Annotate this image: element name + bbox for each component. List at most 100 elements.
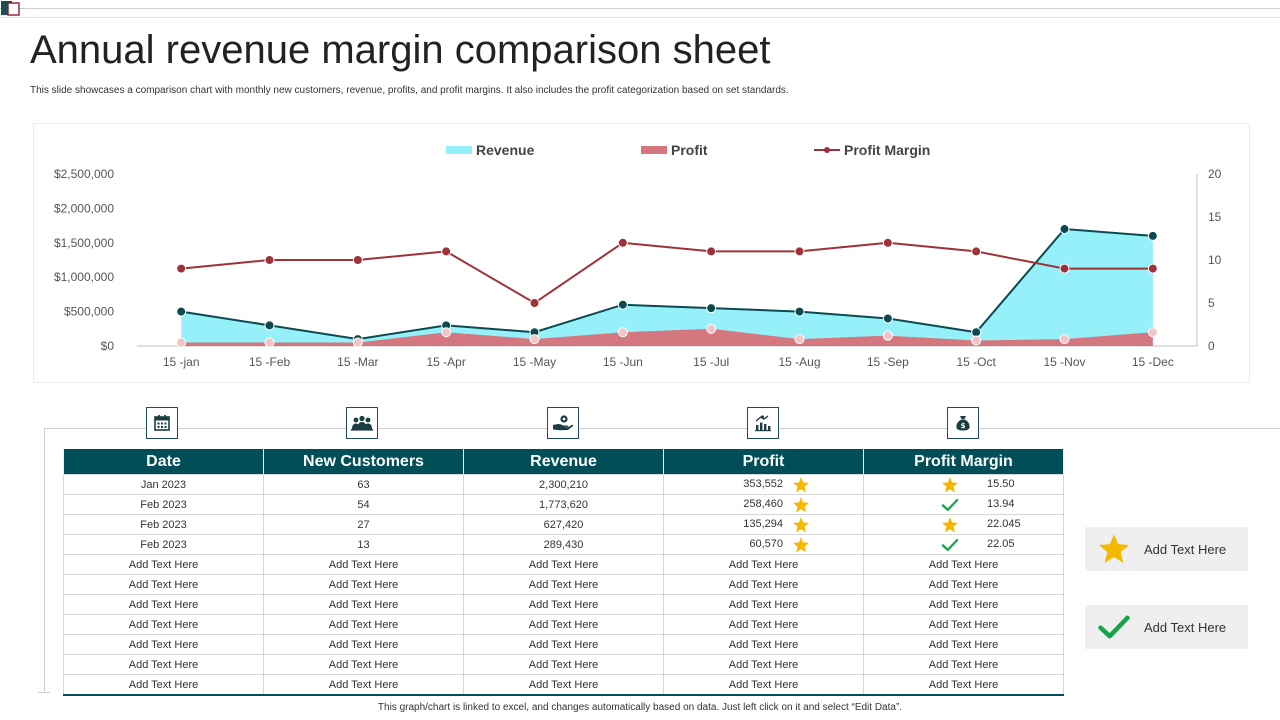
star-icon: [792, 496, 810, 514]
calendar-icon: [146, 407, 178, 439]
table-row: Feb 2023 54 1,773,620 258,460 13.94: [63, 494, 1064, 515]
cell-profit-margin: 15.50: [863, 474, 1064, 495]
cell-date: Add Text Here: [63, 654, 264, 675]
cell-new-customers: Add Text Here: [263, 634, 464, 655]
cell-profit: Add Text Here: [663, 574, 864, 595]
x-tick-label: 15 -jan: [163, 355, 200, 369]
top-rule: [0, 8, 1280, 9]
y-right-tick-label: 20: [1208, 167, 1222, 181]
y-right-tick-label: 0: [1208, 339, 1215, 353]
star-legend-card: Add Text Here: [1085, 527, 1248, 571]
cell-revenue: 2,300,210: [463, 474, 664, 495]
legend-margin-marker: [824, 147, 830, 153]
x-tick-label: 15 -Dec: [1132, 355, 1174, 369]
cell-date: Feb 2023: [63, 494, 264, 515]
header-profit-margin: Profit Margin: [863, 449, 1064, 475]
table-row: Add Text Here Add Text Here Add Text Here A…: [63, 554, 1064, 575]
x-tick-label: 15 -Feb: [249, 355, 291, 369]
cell-value: 22.045: [987, 518, 1021, 530]
header-date: Date: [63, 449, 264, 475]
cell-new-customers: Add Text Here: [263, 554, 464, 575]
profit-point: [176, 337, 187, 348]
cell-value: 60,570: [749, 538, 783, 550]
revenue-point: [1059, 224, 1070, 235]
check-legend-label: Add Text Here: [1144, 620, 1227, 635]
legend-revenue-swatch: [446, 146, 472, 154]
profit-margin-point: [529, 298, 540, 308]
profit-chart-icon: [747, 407, 779, 439]
cell-revenue: 1,773,620: [463, 494, 664, 515]
cell-value: 22.05: [987, 538, 1015, 550]
cell-revenue: Add Text Here: [463, 674, 664, 696]
cell-new-customers: Add Text Here: [263, 594, 464, 615]
cell-date: Add Text Here: [63, 574, 264, 595]
cell-profit: 60,570: [663, 534, 864, 555]
header-profit: Profit: [663, 449, 864, 475]
cell-new-customers: 63: [263, 474, 464, 495]
star-legend-label: Add Text Here: [1144, 542, 1227, 557]
y-right-tick-label: 10: [1208, 253, 1222, 267]
header-revenue: Revenue: [463, 449, 664, 475]
y-left-tick-label: $2,500,000: [54, 167, 114, 181]
x-tick-label: 15 -Jun: [603, 355, 643, 369]
x-tick-label: 15 -Mar: [337, 355, 378, 369]
cell-profit-margin: Add Text Here: [863, 594, 1064, 615]
cell-profit-margin: Add Text Here: [863, 554, 1064, 575]
cell-value: 13.94: [987, 498, 1015, 510]
check-legend-card: Add Text Here: [1085, 605, 1248, 649]
profit-point: [441, 327, 452, 338]
cell-date: Add Text Here: [63, 674, 264, 696]
revenue-hand-icon: [547, 407, 579, 439]
table-row: Feb 2023 13 289,430 60,570 22.05: [63, 534, 1064, 555]
header-new-customers: New Customers: [263, 449, 464, 475]
table-row: Add Text Here Add Text Here Add Text Here A…: [63, 654, 1064, 675]
cell-profit: Add Text Here: [663, 674, 864, 696]
cell-new-customers: Add Text Here: [263, 654, 464, 675]
y-right-tick-label: 15: [1208, 210, 1222, 224]
star-icon: [1098, 534, 1130, 563]
profit-margin-point: [1059, 263, 1070, 274]
table-header-row: Date New Customers Revenue Profit Profit…: [63, 449, 1064, 475]
table-row: Feb 2023 27 627,420 135,294 22.045: [63, 514, 1064, 535]
revenue-point: [706, 303, 717, 314]
cell-profit: Add Text Here: [663, 594, 864, 615]
profit-margin-point: [706, 246, 717, 257]
cell-value: 135,294: [743, 518, 783, 530]
cell-profit: 258,460: [663, 494, 864, 515]
cell-profit-margin: Add Text Here: [863, 614, 1064, 635]
cell-revenue: Add Text Here: [463, 554, 664, 575]
table-frame-left: [44, 428, 45, 693]
y-left-tick-label: $1,000,000: [54, 270, 114, 284]
cell-profit-margin: Add Text Here: [863, 574, 1064, 595]
customers-icon: [346, 407, 378, 439]
profit-margin-point: [882, 237, 893, 248]
cell-date: Feb 2023: [63, 514, 264, 535]
profit-point: [529, 334, 540, 345]
cell-profit-margin: 22.045: [863, 514, 1064, 535]
cell-revenue: Add Text Here: [463, 594, 664, 615]
page-title: Annual revenue margin comparison sheet: [30, 28, 771, 72]
comparison-table: Date New Customers Revenue Profit Profit…: [63, 449, 1064, 696]
x-tick-label: 15 -Nov: [1043, 355, 1085, 369]
cell-date: Add Text Here: [63, 554, 264, 575]
revenue-point: [264, 320, 275, 331]
cell-value: 258,460: [743, 498, 783, 510]
check-icon: [941, 496, 959, 514]
revenue-point: [1147, 230, 1158, 241]
table-frame-top: [44, 428, 1280, 429]
revenue-profit-chart[interactable]: $0 $500,000 $1,000,000 $1,500,000 $2,000,000…: [34, 124, 1249, 382]
cell-revenue: Add Text Here: [463, 634, 664, 655]
top-rule-secondary: [0, 17, 1280, 18]
cell-profit: Add Text Here: [663, 554, 864, 575]
x-tick-label: 15 -Oct: [956, 355, 996, 369]
chart-panel[interactable]: $0 $500,000 $1,000,000 $1,500,000 $2,000,000…: [33, 123, 1250, 383]
legend-revenue-label: Revenue: [476, 142, 535, 158]
star-icon: [792, 536, 810, 554]
profit-point: [794, 334, 805, 345]
revenue-point: [971, 327, 982, 338]
cell-date: Add Text Here: [63, 614, 264, 635]
profit-margin-line: [181, 241, 1153, 305]
table-row: Add Text Here Add Text Here Add Text Here A…: [63, 634, 1064, 655]
y-left-tick-label: $1,500,000: [54, 236, 114, 250]
svg-text:$: $: [961, 422, 966, 430]
